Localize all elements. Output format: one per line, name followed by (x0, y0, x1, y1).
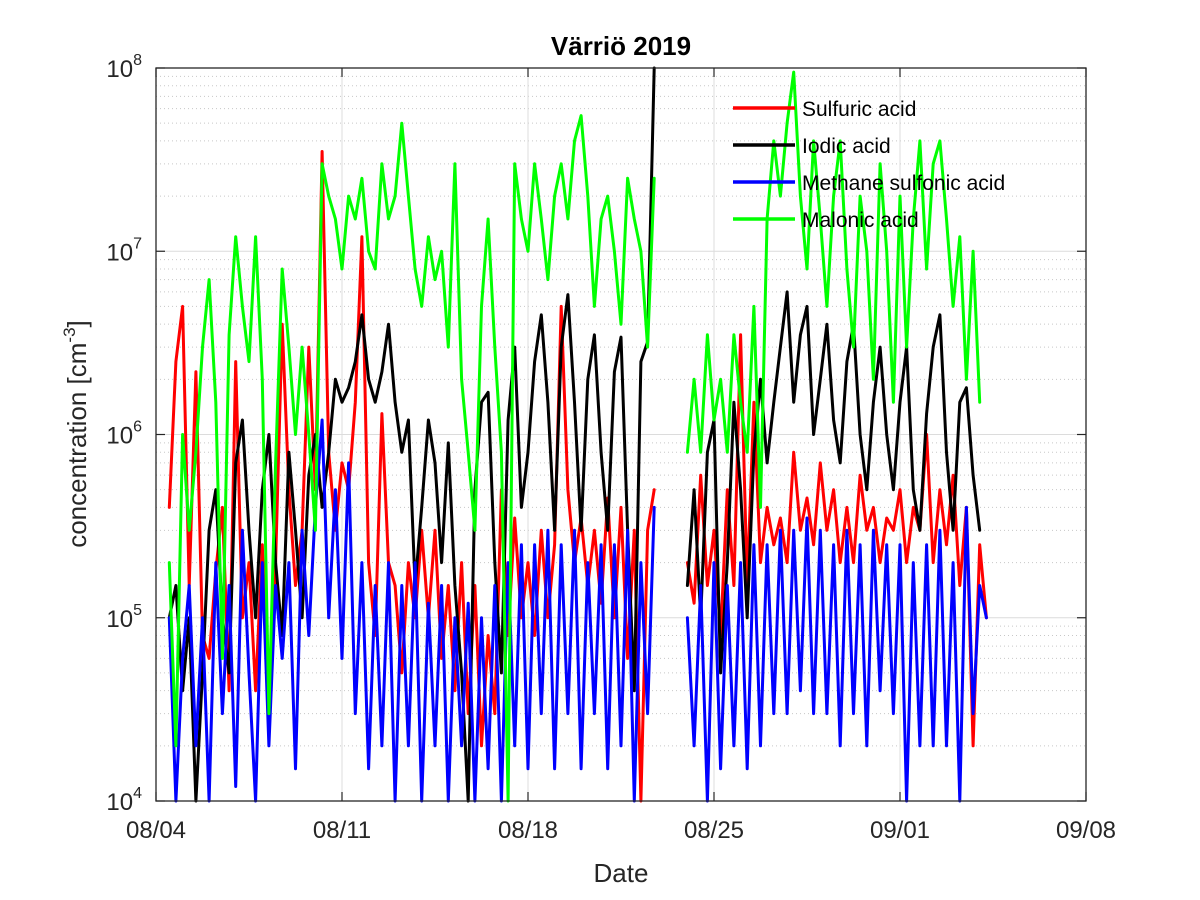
y-tick-base: 10 (106, 789, 133, 816)
y-axis-title: concentration [cm-3] (60, 320, 92, 548)
x-tick-label: 09/01 (870, 817, 930, 844)
legend-label: Malonic acid (802, 209, 919, 232)
x-axis-title: Date (594, 858, 649, 888)
axis-ticks (155, 67, 1087, 802)
series-line-methane-sulfonic-acid (167, 418, 988, 803)
chart-title: Värriö 2019 (551, 31, 691, 61)
y-tick-label: 108 (106, 52, 142, 83)
y-tick-exponent: 7 (133, 235, 142, 252)
x-tick-label: 08/04 (126, 817, 186, 844)
y-tick-label: 106 (106, 419, 142, 450)
y-axis-title-close: ] (62, 320, 92, 327)
y-tick-label: 105 (106, 602, 142, 633)
y-tick-base: 10 (106, 606, 133, 633)
legend-label: Sulfuric acid (802, 98, 916, 121)
y-axis-title-superscript: -3 (60, 327, 79, 342)
x-tick-labels: 08/04 08/11 08/18 08/25 09/01 09/08 (126, 817, 1116, 844)
y-tick-exponent: 5 (133, 602, 142, 619)
y-tick-base: 10 (106, 423, 133, 450)
y-tick-label: 107 (106, 235, 142, 266)
x-tick-label: 09/08 (1056, 817, 1116, 844)
y-axis-title-text: concentration [cm (62, 343, 92, 548)
y-tick-exponent: 4 (133, 785, 142, 802)
x-tick-label: 08/25 (684, 817, 744, 844)
y-tick-exponent: 6 (133, 419, 142, 436)
y-tick-label: 104 (106, 785, 142, 816)
y-tick-base: 10 (106, 56, 133, 83)
x-tick-label: 08/11 (313, 817, 371, 844)
series-line-iodic-acid (167, 66, 982, 803)
legend-label: Iodic acid (802, 135, 891, 158)
x-tick-label: 08/18 (498, 817, 558, 844)
legend-label: Methane sulfonic acid (802, 172, 1005, 195)
y-tick-base: 10 (106, 239, 133, 266)
legend: Sulfuric acid Iodic acid Methane sulfonic … (733, 98, 1005, 232)
y-tick-exponent: 8 (133, 52, 142, 69)
data-series (167, 66, 988, 803)
series-line-malonic-acid (167, 70, 982, 803)
